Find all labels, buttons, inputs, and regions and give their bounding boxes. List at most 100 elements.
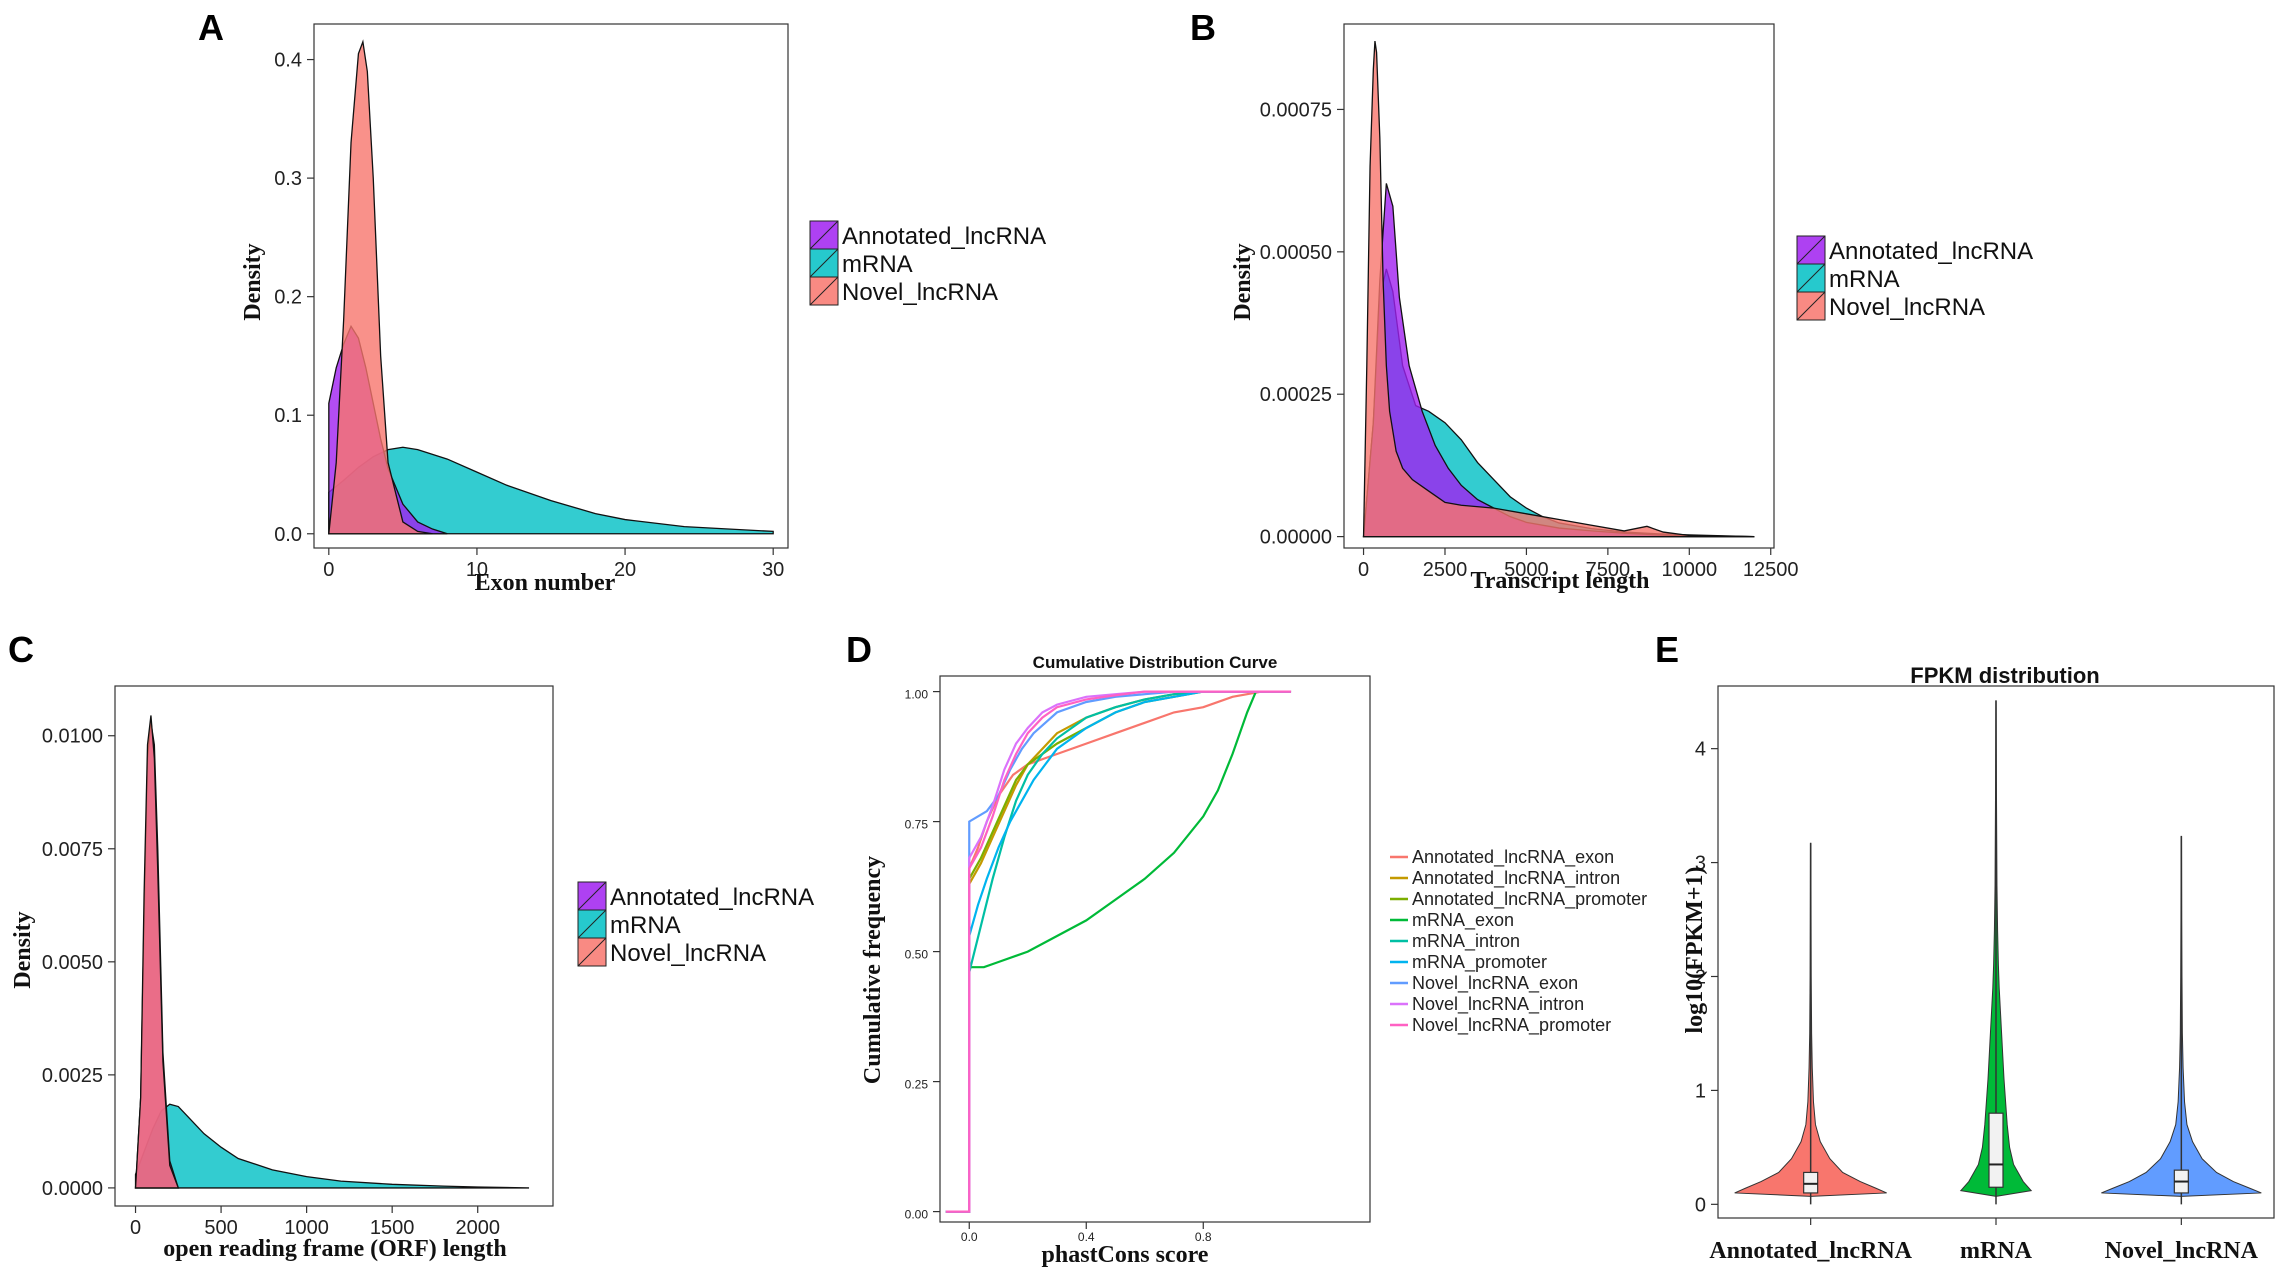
y-tick-label: 0.00075 [1260,99,1332,121]
y-tick-label: 0.50 [905,948,929,962]
x-tick-label: 0.4 [1078,1230,1095,1244]
legend-item: Novel_lncRNA_exon [1390,973,1578,994]
x-tick-label: 1000 [284,1217,329,1239]
y-tick-label: 0.0 [274,524,302,546]
y-tick-label: 4 [1695,739,1706,761]
x-tick-label: 20 [614,559,636,581]
legend-label: Novel_lncRNA [610,940,766,967]
y-tick-label: 1 [1695,1080,1706,1102]
panel-a: A 0 10 20 30 0.0 0.1 0.2 0.3 0.4 Exon number Den… [198,7,1046,596]
panel-b-ylabel: Density [1230,243,1256,320]
legend-key-slash [577,881,607,911]
legend-label: Novel_lncRNA [842,279,998,306]
x-tick-label: 2000 [455,1217,500,1239]
cdf-line-mrna_promoter [945,690,1292,1213]
legend-key-slash [1796,291,1826,321]
panel-d: D Cumulative Distribution Curve 0.0 0.4 0.… [846,629,1647,1268]
legend-item: Annotated_lncRNA_promoter [1390,889,1647,910]
y-tick-label: 0.00 [905,1208,929,1222]
y-tick-label: 2 [1695,966,1706,988]
panel-c: C 0 500 1000 1500 2000 0.0000 0.0025 0.0050 0.00… [8,629,814,1262]
panel-a-label: A [198,7,224,48]
y-tick-label: 0.0100 [42,726,103,748]
panel-c-plot: 0 500 1000 1500 2000 0.0000 0.0025 0.0050 0.0075… [42,685,554,1239]
y-tick-label: 1.00 [905,688,929,702]
panel-e-ylabel: log10(FPKM+1) [1682,867,1708,1034]
x-tick-label: 2500 [1423,559,1468,581]
legend-item: Annotated_lncRNA [1796,235,2033,265]
legend-key-slash [809,276,839,306]
cdf-line-novel_lncrna_promoter [945,690,1292,1213]
legend-item: mRNA [1796,263,1900,293]
x-tick-label: 500 [204,1217,237,1239]
panel-d-plot: 0.0 0.4 0.8 0.00 0.25 0.50 0.75 1.00 [905,675,1371,1244]
panel-b-xlabel: Transcript length [1471,568,1650,594]
legend-item: Novel_lncRNA [577,937,766,967]
legend-label: Annotated_lncRNA [610,884,814,911]
y-tick-label: 0.00050 [1260,242,1332,264]
legend-item: mRNA_promoter [1390,952,1547,973]
x-tick-label: 1500 [370,1217,415,1239]
panel-a-xlabel: Exon number [475,570,616,596]
legend-key-slash [1796,263,1826,293]
panel-d-legend: Annotated_lncRNA_exonAnnotated_lncRNA_in… [1390,847,1647,1036]
category-label: Annotated_lncRNA [1709,1238,1912,1264]
x-tick-label: 0.0 [961,1230,978,1244]
x-tick-label: 5000 [1504,559,1549,581]
legend-item: Novel_lncRNA [1796,291,1985,321]
legend-label: mRNA_intron [1412,931,1520,952]
legend-item: Annotated_lncRNA [809,220,1046,250]
legend-key-slash [577,937,607,967]
x-tick-label: 12500 [1743,559,1799,581]
x-tick-label: 10 [466,559,488,581]
panel-c-ylabel: Density [10,911,36,988]
legend-item: Novel_lncRNA_promoter [1390,1015,1611,1036]
x-tick-label: 0 [1358,559,1369,581]
legend-item: mRNA_exon [1390,910,1514,931]
legend-key-slash [809,220,839,250]
box-iqr [1803,1171,1819,1194]
y-tick-label: 0.1 [274,405,302,427]
panel-b-plot: 0 2500 5000 7500 10000 12500 0.00000 0.00025 0.0… [1260,23,1799,581]
density-area-novel_lncrna [328,39,433,535]
legend-label: mRNA [610,912,681,939]
legend-item: Novel_lncRNA_intron [1390,994,1584,1015]
legend-item: mRNA_intron [1390,931,1520,952]
legend-label: Novel_lncRNA [1829,294,1985,321]
legend-label: Novel_lncRNA_intron [1412,994,1584,1015]
cdf-line-mrna_exon [945,690,1292,1213]
legend-label: mRNA_promoter [1412,952,1547,973]
y-tick-label: 3 [1695,853,1706,875]
legend-label: mRNA_exon [1412,910,1514,931]
legend-item: Annotated_lncRNA [577,881,814,911]
y-tick-label: 0.0050 [42,952,103,974]
density-area-novel_lncrna [1362,40,1755,538]
y-tick-label: 0.0025 [42,1065,103,1087]
panel-c-xlabel: open reading frame (ORF) length [163,1236,507,1262]
x-tick-label: 30 [762,559,784,581]
panel-d-label: D [846,629,872,670]
y-tick-label: 0.75 [905,818,929,832]
legend-item: Novel_lncRNA [809,276,998,306]
legend-label: Novel_lncRNA_promoter [1412,1015,1611,1036]
legend-label: Annotated_lncRNA_promoter [1412,889,1647,910]
y-tick-label: 0.25 [905,1078,929,1092]
legend-label: Annotated_lncRNA_intron [1412,868,1620,889]
legend-label: Annotated_lncRNA [842,223,1046,250]
y-tick-label: 0.00025 [1260,384,1332,406]
panel-c-label: C [8,629,34,670]
x-tick-label: 7500 [1586,559,1631,581]
x-tick-label: 0 [323,559,334,581]
legend-item: mRNA [577,909,681,939]
density-area-novel_lncrna [134,715,180,1189]
x-tick-label: 10000 [1661,559,1717,581]
x-tick-label: 0 [130,1217,141,1239]
panel-e-label: E [1655,629,1679,670]
y-tick-label: 0.0000 [42,1178,103,1200]
legend-item: Annotated_lncRNA_exon [1390,847,1614,868]
legend-key-slash [1796,235,1826,265]
box-iqr [1988,1112,2004,1188]
